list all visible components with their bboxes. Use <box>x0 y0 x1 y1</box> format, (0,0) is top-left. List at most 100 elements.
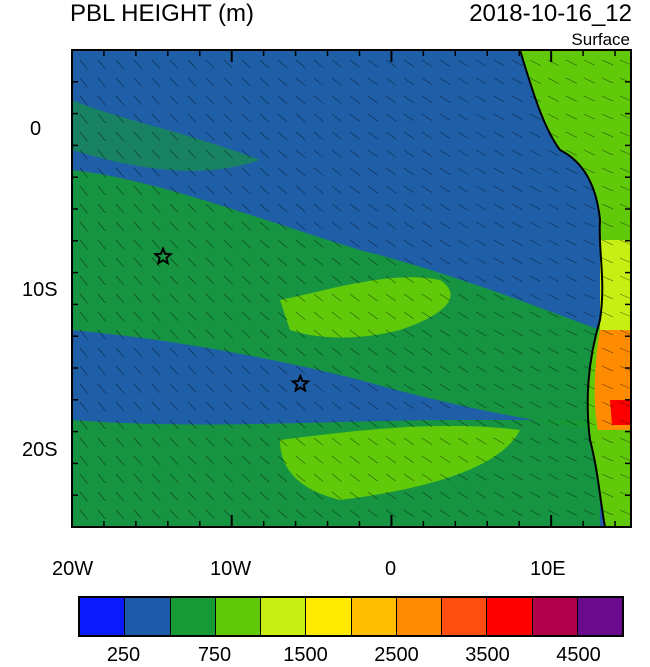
wind-barb <box>547 275 559 282</box>
wind-barb <box>619 383 631 390</box>
wind-barb <box>439 329 451 337</box>
wind-barb <box>565 221 577 228</box>
wind-barb <box>187 419 197 429</box>
wind-barb <box>439 149 451 157</box>
wind-barb <box>223 365 233 375</box>
wind-barb <box>313 491 324 500</box>
wind-barb <box>205 491 215 501</box>
wind-barb <box>403 275 415 284</box>
wind-barb <box>511 509 523 517</box>
wind-barb <box>619 239 631 246</box>
wind-barb <box>565 347 577 354</box>
wind-barb <box>619 437 631 444</box>
wind-barb <box>403 239 415 248</box>
wind-barb <box>187 59 197 69</box>
wind-barb <box>583 491 595 498</box>
wind-barb <box>79 275 88 286</box>
wind-barb <box>367 455 378 464</box>
x-tick-10e: 10E <box>530 558 566 580</box>
wind-barb <box>421 59 433 67</box>
wind-barb <box>367 77 378 86</box>
wind-barb <box>151 221 161 232</box>
wind-barb <box>547 365 559 372</box>
wind-barb <box>133 419 143 430</box>
wind-barb <box>295 455 306 464</box>
wind-barb <box>601 401 614 408</box>
wind-barb <box>583 365 595 372</box>
wind-barb <box>601 77 614 84</box>
wind-barb <box>547 239 559 246</box>
wind-barb <box>259 149 270 159</box>
wind-barb <box>619 311 631 318</box>
wind-barb <box>421 239 433 247</box>
colorbar-swatch <box>577 598 622 635</box>
wind-barb <box>493 203 505 211</box>
wind-barb <box>439 131 451 139</box>
wind-barb <box>565 131 577 138</box>
wind-barb <box>331 401 342 410</box>
wind-barb <box>493 77 505 85</box>
wind-barb <box>565 77 577 84</box>
wind-barb <box>223 329 233 339</box>
wind-barb <box>475 275 487 283</box>
wind-barb <box>115 347 125 358</box>
wind-barb <box>205 221 215 231</box>
wind-barb <box>331 293 342 302</box>
wind-barb <box>97 185 106 196</box>
wind-barb <box>601 113 614 120</box>
wind-barb <box>97 383 106 394</box>
wind-barb <box>475 185 487 193</box>
wind-barb <box>259 239 270 249</box>
wind-barb <box>295 221 306 230</box>
wind-barbs <box>79 59 631 520</box>
wind-barb <box>205 311 215 321</box>
wind-barb <box>619 59 631 66</box>
wind-barb <box>619 113 631 120</box>
wind-barb <box>367 419 378 428</box>
wind-barb <box>151 77 161 88</box>
wind-barb <box>547 347 559 354</box>
wind-barb <box>151 455 161 466</box>
land-peak <box>610 400 631 425</box>
wind-barb <box>457 383 469 391</box>
wind-barb <box>565 437 577 444</box>
wind-barb <box>475 509 487 517</box>
wind-barb <box>79 419 88 430</box>
wind-barb <box>367 185 378 194</box>
wind-barb <box>529 95 541 102</box>
wind-barb <box>241 185 252 195</box>
wind-barb <box>115 275 125 286</box>
datetime-label: 2018-10-16_12 <box>469 0 632 27</box>
wind-barb <box>565 473 577 480</box>
wind-barb <box>511 365 523 373</box>
wind-barb <box>97 131 106 142</box>
wind-barb <box>295 329 306 338</box>
wind-barb <box>115 131 125 142</box>
wind-barb <box>547 329 559 336</box>
wind-barb <box>619 491 631 498</box>
wind-barb <box>367 149 378 158</box>
wind-barb <box>133 203 143 214</box>
wind-barb <box>151 113 161 124</box>
wind-barb <box>187 383 197 393</box>
wind-barb <box>97 239 106 250</box>
wind-barb <box>421 329 433 337</box>
wind-barb <box>133 365 143 376</box>
wind-barb <box>493 383 505 391</box>
wind-barb <box>115 419 125 430</box>
wind-barb <box>295 293 306 302</box>
wind-barb <box>187 131 197 141</box>
wind-barb <box>313 509 324 518</box>
wind-barb <box>205 95 215 105</box>
wind-barb <box>223 221 233 231</box>
wind-barb <box>565 365 577 372</box>
wind-barb <box>97 491 106 502</box>
colorbar-swatch <box>396 598 442 635</box>
wind-barb <box>331 149 342 158</box>
wind-barb <box>313 329 324 338</box>
wind-barb <box>421 365 433 373</box>
wind-barb <box>331 221 342 230</box>
wind-barb <box>385 347 396 356</box>
wind-barb <box>619 509 631 516</box>
y-tick-20s: 20S <box>22 439 58 461</box>
